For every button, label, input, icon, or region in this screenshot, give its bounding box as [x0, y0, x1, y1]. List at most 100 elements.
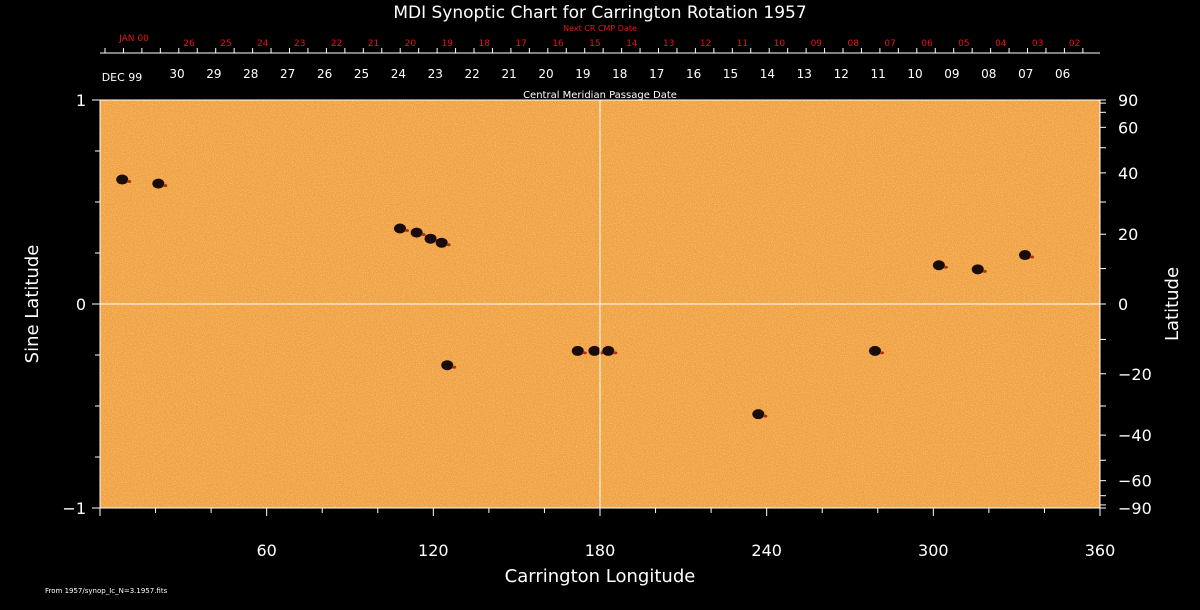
next-cr-date-label: 03 [1032, 39, 1043, 49]
sunspot-12 [869, 345, 881, 356]
sunspot-plage-12 [880, 351, 884, 355]
y-right-tick-label: 20 [1118, 225, 1138, 244]
cmp-date-label: 27 [280, 67, 295, 81]
next-cr-date-label: 11 [737, 39, 748, 49]
x-tick-label: 120 [418, 541, 449, 560]
next-cr-axis-label: Next CR CMP Date [563, 24, 637, 33]
sunspot-plage-15 [1030, 255, 1034, 259]
cmp-date-label: 29 [206, 67, 221, 81]
cmp-date-label: 22 [465, 67, 480, 81]
cmp-date-label: 24 [391, 67, 406, 81]
y-right-tick-label: −90 [1118, 499, 1152, 518]
cmp-ticks: 30 29 28 27 26 25 24 23 22 21 20 19 18 17 16 15 14 13 12 11… [169, 67, 1070, 81]
next-cr-date-label: 19 [442, 39, 454, 49]
y-left-tick-label: 1 [76, 91, 86, 110]
sunspot-plage-4 [421, 233, 426, 237]
sunspot-plage-8 [582, 351, 587, 355]
y-right-tick-label: 60 [1118, 118, 1138, 137]
next-cr-date-label: 23 [294, 39, 305, 49]
x-axis-ticks: 60 120 180 240 300 360 [99, 508, 1116, 560]
cmp-date-label: 20 [538, 67, 553, 81]
cmp-date-label: 15 [723, 67, 738, 81]
next-cr-date-label: 21 [368, 39, 379, 49]
x-tick-label: 300 [918, 541, 949, 560]
next-cr-date-label: 02 [1069, 39, 1080, 49]
next-cr-date-label: 18 [478, 39, 490, 49]
next-cr-date-label: 09 [811, 39, 823, 49]
x-tick-label: 360 [1085, 541, 1116, 560]
y-right-tick-label: 40 [1118, 164, 1138, 183]
next-cr-date-label: 25 [220, 39, 231, 49]
sunspot-7 [441, 360, 454, 371]
sunspot-plage-14 [982, 269, 987, 273]
sunspot-5 [424, 233, 437, 244]
next-cr-date-label: 07 [884, 39, 895, 49]
cmp-date-label: 28 [243, 67, 258, 81]
cmp-start-label: DEC 99 [102, 71, 143, 84]
cmp-date-label: 13 [797, 67, 812, 81]
footer-filename: From 1957/synop_Ic_N=3.1957.fits [45, 587, 168, 595]
sunspot-plage-7 [452, 365, 457, 369]
y-right-ticks: 90 60 40 20 0 −20 −40 −60 −90 [1100, 91, 1152, 518]
sunspot-plage-3 [405, 229, 409, 233]
sunspot-2 [152, 178, 165, 189]
sunspots-layer [116, 174, 1034, 420]
y-left-ticks: 1 0 −1 [62, 91, 100, 518]
y-right-tick-label: 0 [1118, 295, 1128, 314]
cmp-date-label: 11 [870, 67, 885, 81]
sunspot-8 [571, 345, 584, 356]
cmp-date-label: 26 [317, 67, 332, 81]
next-cr-date-label: 04 [995, 39, 1007, 49]
sunspot-13 [932, 260, 945, 271]
y-left-tick-label: 0 [76, 295, 86, 314]
sunspot-14 [971, 264, 984, 275]
x-axis-label: Carrington Longitude [505, 566, 696, 587]
sunspot-plage-13 [943, 265, 948, 269]
y-left-tick-label: −1 [62, 499, 86, 518]
x-tick-label: 240 [751, 541, 782, 560]
sunspot-plage-6 [446, 243, 451, 247]
sunspot-3 [394, 223, 406, 234]
next-cr-date-label: 05 [958, 39, 969, 49]
cmp-date-label: 23 [428, 67, 443, 81]
cmp-date-label: 21 [501, 67, 516, 81]
sunspot-plage-10 [613, 351, 618, 355]
next-cr-date-label: 12 [700, 39, 711, 49]
sunspot-15 [1019, 250, 1031, 261]
cmp-date-label: 08 [981, 67, 996, 81]
x-tick-label: 60 [256, 541, 276, 560]
next-cr-date-label: 10 [774, 39, 786, 49]
y-right-tick-label: 90 [1118, 91, 1138, 110]
next-cr-date-label: 17 [515, 39, 526, 49]
next-cr-date-label: 24 [257, 39, 269, 49]
sunspot-plage-2 [163, 184, 168, 188]
cmp-date-label: 19 [575, 67, 590, 81]
y-right-axis-label: Latitude [1162, 267, 1183, 341]
chart-title: MDI Synoptic Chart for Carrington Rotati… [393, 3, 806, 23]
y-right-tick-label: −60 [1118, 472, 1152, 491]
next-cr-date-label: 20 [405, 39, 417, 49]
next-cr-date-label: 16 [552, 39, 564, 49]
next-cr-date-label: 26 [183, 39, 195, 49]
sunspot-9 [588, 345, 601, 356]
next-cr-date-label: 08 [847, 39, 859, 49]
cmp-date-label: 18 [612, 67, 627, 81]
next-cr-start-label: JAN 00 [118, 34, 149, 44]
next-cr-date-label: 15 [589, 39, 600, 49]
y-right-tick-label: −40 [1118, 426, 1152, 445]
y-left-axis-label: Sine Latitude [22, 245, 43, 364]
sunspot-plage-1 [127, 180, 132, 184]
x-tick-label: 180 [585, 541, 616, 560]
next-cr-date-label: 22 [331, 39, 342, 49]
sunspot-11 [752, 409, 765, 420]
next-cr-date-label: 13 [663, 39, 674, 49]
next-cr-date-label: 06 [921, 39, 933, 49]
sunspot-1 [116, 174, 129, 185]
next-cr-date-label: 14 [626, 39, 638, 49]
sunspot-10 [602, 345, 615, 356]
cmp-date-label: 06 [1055, 67, 1070, 81]
sunspot-4 [410, 227, 423, 238]
cmp-date-label: 16 [686, 67, 701, 81]
next-cr-ticks: 26 25 24 23 22 21 20 19 18 17 16 15 14 13 12 11 10 09 08 07… [104, 39, 1084, 53]
